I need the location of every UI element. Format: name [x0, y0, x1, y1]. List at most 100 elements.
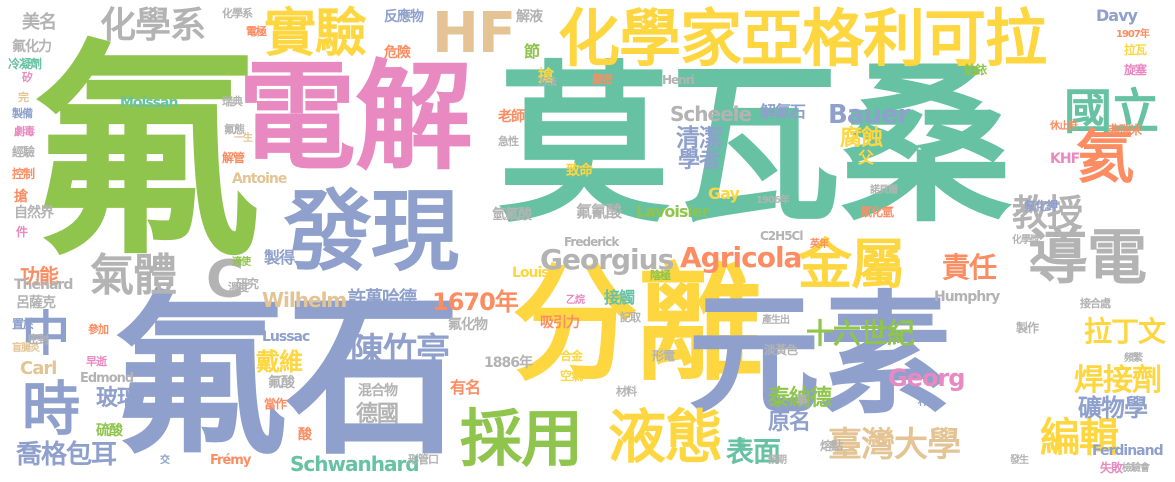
word-guoli: 國立: [1064, 84, 1159, 140]
word-suanxing: 酸: [298, 427, 312, 443]
word-jiewe: 戴維: [256, 348, 303, 376]
word-fusuan: 氟酸: [268, 375, 295, 391]
word-xiuzhi: 休止符: [1050, 121, 1078, 132]
word-jiezhi: 接合處: [1080, 297, 1111, 310]
word-ziranjie: 自然界: [14, 205, 54, 221]
word-zhiyu: 置於: [12, 317, 35, 331]
word-c-big: C: [206, 250, 244, 310]
word-zeren: 責任: [942, 251, 997, 284]
word-georgius: Georgius: [540, 243, 674, 276]
word-lali: 拉瓦: [1124, 43, 1147, 57]
word-huaxuejia: 化學家亞格利可拉: [558, 2, 1047, 75]
word-scheele: Scheele: [670, 102, 752, 126]
word-zhizuo: 製得: [264, 248, 295, 267]
word-latinwen: 拉丁文: [1084, 315, 1166, 348]
word-hf: HF: [432, 1, 516, 66]
word-chanshengchu: 產生出: [762, 315, 790, 326]
word-wan: 完: [18, 91, 29, 104]
word-ruidian: 瑞典: [222, 95, 243, 108]
word-huaxue-small: 化學系: [222, 7, 253, 20]
word-xingguan: 形管口: [408, 453, 439, 466]
word-fuhuaqing: 氟化氫: [860, 205, 894, 219]
word-dianjie: 電解: [238, 48, 473, 186]
word-fanghua: 方法: [538, 77, 557, 88]
word-jijiang: 化學獎: [1012, 235, 1040, 246]
word-rongdian: 熔點: [820, 439, 843, 453]
word-huanzhi: 盲腸炎: [12, 343, 40, 354]
word-caiyong: 採用: [460, 402, 583, 475]
word-xuwanhade: 許萬哈德: [348, 288, 417, 309]
word-lengning: 冷凝劑: [8, 57, 42, 71]
word-edmond: Edmond: [80, 371, 134, 386]
word-kongqi: 空氣: [560, 369, 583, 383]
word-lussac: Lussac: [262, 329, 310, 345]
word-qiang2: 搶: [538, 66, 554, 85]
word-lvsake: 呂薩克: [16, 295, 56, 311]
word-fenli: 分離: [512, 251, 763, 398]
word-henri: Henri: [662, 73, 695, 87]
word-fushi: 腐蝕: [840, 126, 883, 151]
word-wilhelm: Wilhelm: [262, 288, 347, 312]
word-shiyan: 實驗: [264, 4, 367, 64]
word-fashi: 氟石: [112, 276, 461, 479]
word-lavoisier: Lavoisier: [636, 202, 710, 221]
word-yuqi: 預期: [768, 455, 787, 466]
word-shi2: 事: [796, 393, 808, 407]
word-gui: 矽: [22, 71, 33, 84]
word-jieye: 解液: [516, 9, 543, 25]
word-yuanming: 原名: [768, 410, 811, 435]
word-yinji: 陰極: [650, 269, 671, 282]
word-huaxuexi: 化學系: [100, 5, 206, 46]
word-khf: KHF: [1050, 151, 1080, 167]
word-kuangwuxue: 礦物學: [1078, 394, 1148, 422]
word-qiang: 搶: [14, 189, 28, 205]
word-boli2: 鉑銥: [964, 63, 987, 77]
word-c2h5cl: C2H5Cl: [760, 229, 803, 243]
word-wendu: 溫度: [228, 281, 249, 294]
word-biaomian: 表面: [726, 435, 781, 468]
word-meiming: 美名: [22, 12, 57, 33]
word-hanjieji: 焊接劑: [1074, 363, 1162, 398]
word-taiwan: 臺灣大學: [828, 425, 961, 465]
word-juqing: 劇毒: [14, 125, 35, 138]
word-fuqingsuan: 氟氰酸: [576, 202, 622, 221]
word-laoshi: 老師: [498, 109, 525, 125]
word-jilu: 記取: [620, 311, 641, 324]
word-jiesu: 節: [524, 42, 540, 61]
word-fuhuajia: 氟化鉀: [1024, 199, 1058, 213]
word-jiao: 交: [160, 455, 170, 466]
word-yanjiu: 研究: [236, 277, 259, 291]
word-xingdian: 形電: [652, 349, 675, 363]
word-jingyan: 經驗: [12, 145, 35, 159]
word-shiyi: 適使: [232, 257, 251, 268]
word-jinshu: 金屬: [798, 233, 905, 296]
word-dangzuo: 當作: [264, 397, 287, 411]
word-carl: Carl: [20, 358, 57, 379]
word-bauer: Bauer: [828, 100, 910, 130]
word-moissan-zh: 莫瓦桑: [498, 45, 1012, 246]
word-jixing: 急性: [498, 135, 519, 148]
word-xuezhe: 學者: [678, 148, 721, 173]
word-yetai: 液態: [608, 403, 723, 471]
word-fuqi2: 氟態: [224, 123, 245, 136]
word-zhizuo2: 製作: [1016, 321, 1039, 335]
word-ruanguan: 解管: [222, 151, 245, 165]
word-shi: 時: [22, 375, 80, 443]
word-hai: 氦: [1076, 123, 1134, 191]
word-yingnian: 英年: [810, 239, 829, 250]
word-faxian: 發現: [284, 180, 459, 283]
word-taina: 泰納德: [768, 386, 832, 411]
word-year1907: 1907年: [1116, 29, 1150, 40]
word-fanying: 反應物: [384, 9, 424, 25]
word-deguo: 德國: [356, 402, 399, 427]
word-jiaoshou: 教授: [1012, 193, 1083, 234]
word-shiliushiji: 十六世紀: [806, 317, 915, 350]
word-dianji: 電極: [246, 25, 267, 38]
word-fasheng: 發生: [1010, 455, 1029, 466]
word-fu: 氟: [30, 21, 260, 288]
word-georg: Georg: [888, 364, 965, 392]
word-louis: Louis: [512, 265, 550, 281]
word-davy: Davy: [1096, 6, 1138, 25]
word-dian: 電: [736, 439, 746, 450]
